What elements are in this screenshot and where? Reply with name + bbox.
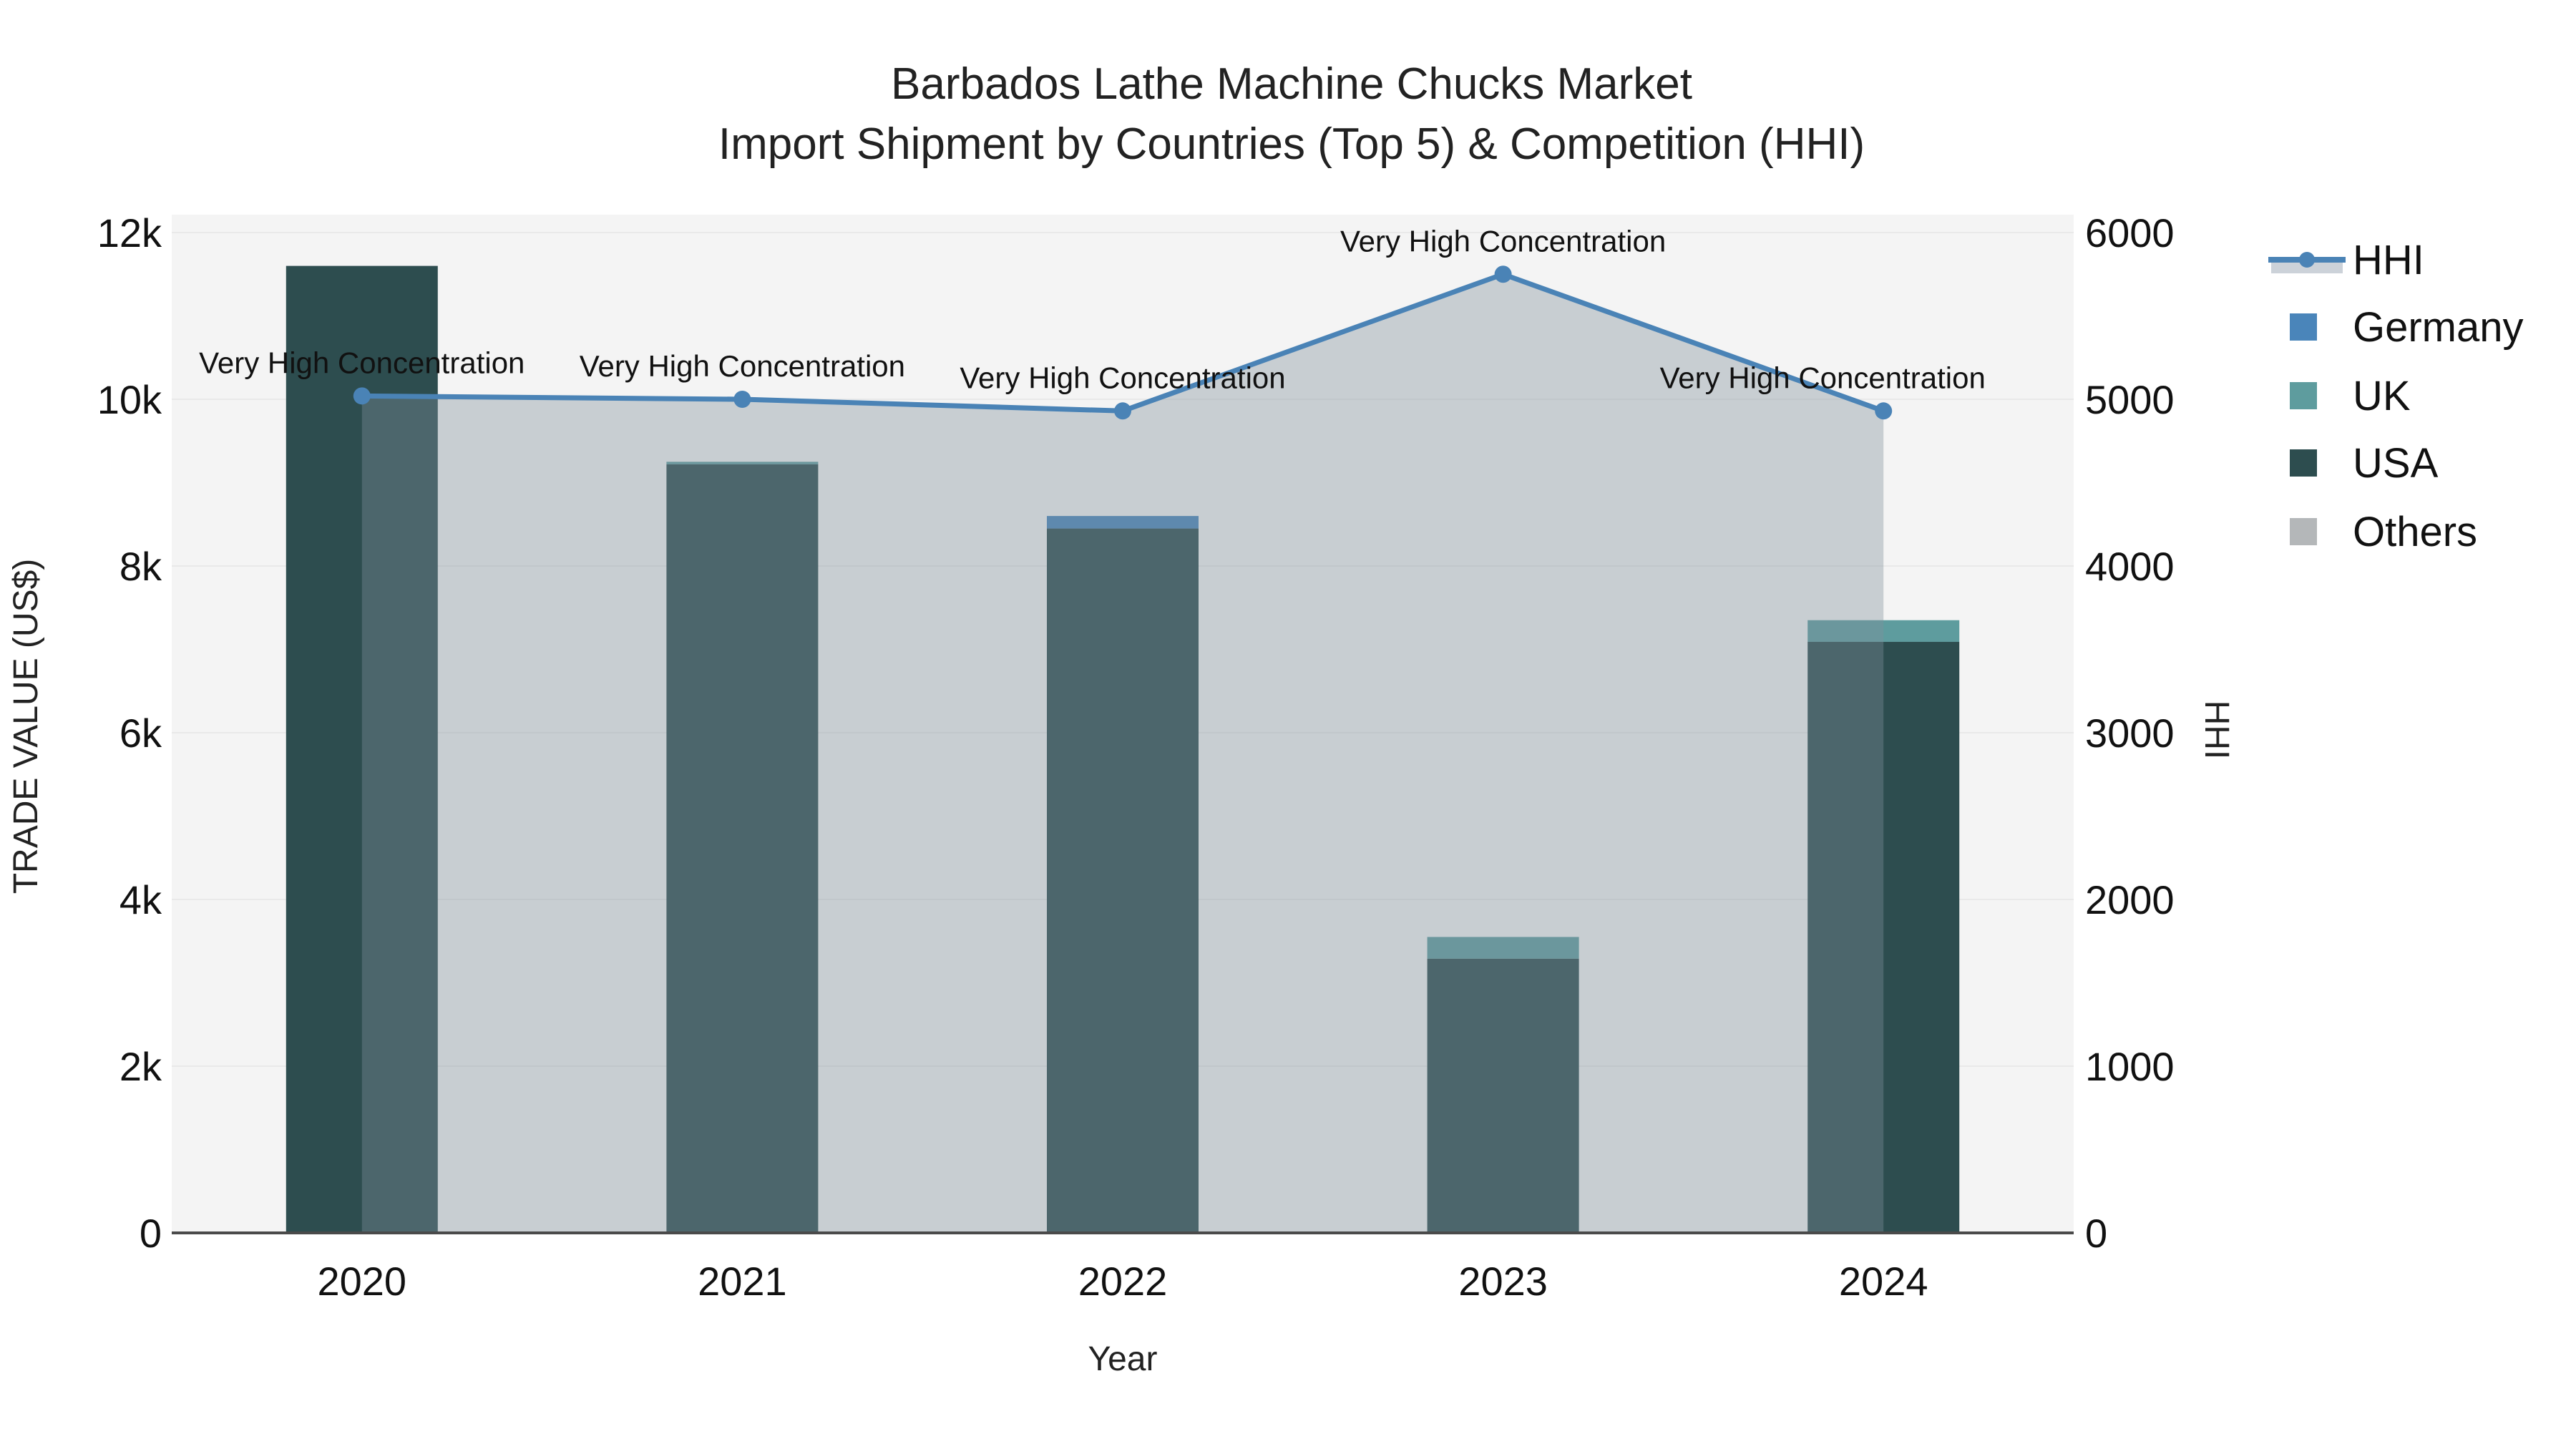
- legend-item-usa[interactable]: USA: [2290, 440, 2439, 487]
- y-left-tick-label: 8k: [119, 544, 162, 589]
- annotation-2023: Very High Concentration: [1340, 224, 1666, 258]
- legend-swatch-usa: [2290, 449, 2317, 477]
- y-right-tick-label: 1000: [2085, 1044, 2175, 1089]
- bar-segment-usa-2020[interactable]: [286, 265, 438, 1234]
- bar-segment-usa-2022[interactable]: [1047, 528, 1199, 1233]
- annotation-2022: Very High Concentration: [960, 361, 1285, 394]
- annotation-2020: Very High Concentration: [199, 346, 525, 379]
- bar-segment-germany-2022[interactable]: [1047, 516, 1199, 529]
- hhi-marker-2023[interactable]: [1494, 265, 1512, 283]
- legend-item-hhi[interactable]: HHI: [2268, 237, 2424, 283]
- bar-segment-usa-2021[interactable]: [666, 464, 819, 1233]
- legend-swatch-germany: [2290, 313, 2317, 341]
- legend-item-germany[interactable]: Germany: [2290, 304, 2524, 351]
- hhi-marker-2022[interactable]: [1114, 402, 1131, 420]
- legend-hhi-marker-icon: [2299, 252, 2315, 268]
- legend-swatch-others: [2290, 518, 2317, 545]
- y-left-tick-label: 6k: [119, 711, 162, 756]
- y-left-tick-label: 10k: [97, 377, 162, 422]
- y-left-tick-label: 2k: [119, 1044, 162, 1089]
- hhi-marker-2020[interactable]: [353, 387, 371, 405]
- y-right-axis-title: HHI: [2197, 701, 2235, 760]
- y-left-tick-label: 0: [140, 1211, 162, 1256]
- x-tick-label-2023: 2023: [1458, 1259, 1548, 1304]
- legend-label-germany: Germany: [2353, 304, 2524, 351]
- legend-label-uk: UK: [2353, 373, 2411, 419]
- y-right-tick-label: 6000: [2085, 210, 2175, 255]
- x-tick-label-2024: 2024: [1839, 1259, 1928, 1304]
- bar-segment-usa-2024[interactable]: [1807, 642, 1960, 1233]
- bar-segment-uk-2024[interactable]: [1807, 620, 1960, 643]
- chart-title-line2: Import Shipment by Countries (Top 5) & C…: [718, 119, 1865, 169]
- legend-label-others: Others: [2353, 509, 2477, 555]
- legend: HHI Germany UK USA Others: [2268, 237, 2524, 555]
- annotation-2021: Very High Concentration: [580, 349, 905, 383]
- y-left-axis-title: TRADE VALUE (US$): [7, 559, 45, 894]
- y-right-tick-label: 0: [2085, 1211, 2107, 1256]
- bar-segment-usa-2023[interactable]: [1427, 958, 1579, 1233]
- legend-label-usa: USA: [2353, 440, 2439, 487]
- annotation-2024: Very High Concentration: [1660, 361, 1986, 394]
- y-left-tick-label: 12k: [97, 210, 162, 255]
- hhi-marker-2021[interactable]: [733, 391, 751, 408]
- chart-title-line1: Barbados Lathe Machine Chucks Market: [891, 59, 1692, 109]
- y-right-tick-label: 4000: [2085, 544, 2175, 589]
- legend-item-others[interactable]: Others: [2290, 509, 2477, 555]
- x-tick-label-2022: 2022: [1078, 1259, 1168, 1304]
- legend-swatch-uk: [2290, 382, 2317, 409]
- y-left-tick-label: 4k: [119, 877, 162, 922]
- legend-item-uk[interactable]: UK: [2290, 373, 2411, 419]
- x-tick-label-2020: 2020: [318, 1259, 407, 1304]
- y-right-tick-label: 3000: [2085, 711, 2175, 756]
- bar-segment-uk-2021[interactable]: [666, 462, 819, 464]
- x-tick-label-2021: 2021: [698, 1259, 787, 1304]
- x-axis-title: Year: [1088, 1340, 1158, 1378]
- legend-label-hhi: HHI: [2353, 237, 2424, 283]
- bar-segment-uk-2023[interactable]: [1427, 937, 1579, 959]
- y-right-tick-label: 5000: [2085, 377, 2175, 422]
- y-right-tick-label: 2000: [2085, 877, 2175, 922]
- hhi-area-fill: [361, 274, 1884, 1233]
- hhi-marker-2024[interactable]: [1875, 402, 1893, 420]
